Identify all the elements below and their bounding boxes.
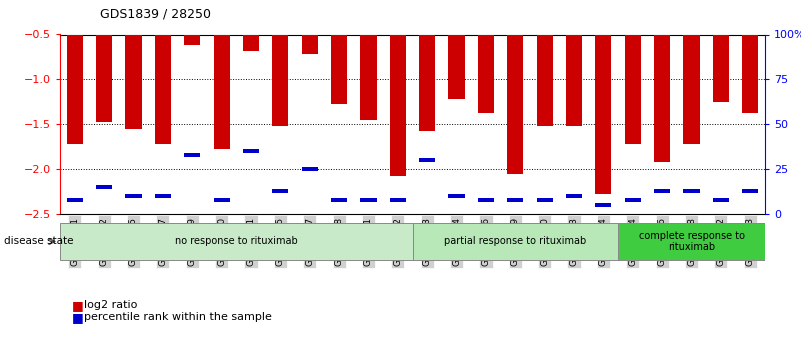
Bar xyxy=(625,0,641,144)
Bar xyxy=(96,185,112,189)
Bar xyxy=(243,149,259,153)
Bar xyxy=(272,189,288,193)
Bar xyxy=(419,158,435,162)
Bar xyxy=(743,189,759,193)
Bar xyxy=(683,189,699,193)
Text: no response to rituximab: no response to rituximab xyxy=(175,237,298,246)
Bar xyxy=(331,198,347,201)
Bar xyxy=(272,0,288,126)
Bar xyxy=(478,198,494,201)
Bar xyxy=(413,223,618,260)
Bar xyxy=(155,194,171,198)
Bar xyxy=(478,0,494,114)
Bar xyxy=(302,167,318,171)
Bar xyxy=(713,198,729,201)
Bar xyxy=(66,198,83,201)
Bar xyxy=(184,153,200,157)
Bar xyxy=(566,194,582,198)
Bar xyxy=(537,198,553,201)
Bar xyxy=(184,0,200,45)
Bar xyxy=(683,0,699,144)
Bar xyxy=(625,198,641,201)
Text: GDS1839 / 28250: GDS1839 / 28250 xyxy=(100,8,211,21)
Text: ■: ■ xyxy=(72,311,84,324)
Text: ■: ■ xyxy=(72,299,84,312)
Bar xyxy=(214,198,230,201)
Bar xyxy=(331,0,347,105)
Bar xyxy=(126,194,142,198)
Bar xyxy=(449,0,465,99)
Bar xyxy=(654,189,670,193)
Text: percentile rank within the sample: percentile rank within the sample xyxy=(84,313,272,322)
Bar xyxy=(360,0,376,120)
Bar xyxy=(618,223,765,260)
Bar xyxy=(566,0,582,126)
Text: log2 ratio: log2 ratio xyxy=(84,300,138,310)
Bar xyxy=(537,0,553,126)
Text: partial response to rituximab: partial response to rituximab xyxy=(445,237,586,246)
Bar xyxy=(595,0,611,194)
Bar xyxy=(390,0,406,176)
Bar xyxy=(60,223,413,260)
Bar xyxy=(155,0,171,144)
Bar xyxy=(713,0,729,102)
Bar xyxy=(302,0,318,54)
Bar xyxy=(449,194,465,198)
Bar xyxy=(654,0,670,162)
Bar xyxy=(66,0,83,144)
Bar xyxy=(96,0,112,122)
Bar xyxy=(507,0,523,174)
Bar xyxy=(595,203,611,207)
Bar xyxy=(243,0,259,51)
Bar xyxy=(214,0,230,149)
Bar xyxy=(507,198,523,201)
Bar xyxy=(390,198,406,201)
Bar xyxy=(743,0,759,114)
Bar xyxy=(126,0,142,129)
Text: complete response to
rituximab: complete response to rituximab xyxy=(638,231,745,252)
Text: disease state: disease state xyxy=(4,237,74,246)
Bar xyxy=(360,198,376,201)
Bar xyxy=(419,0,435,131)
